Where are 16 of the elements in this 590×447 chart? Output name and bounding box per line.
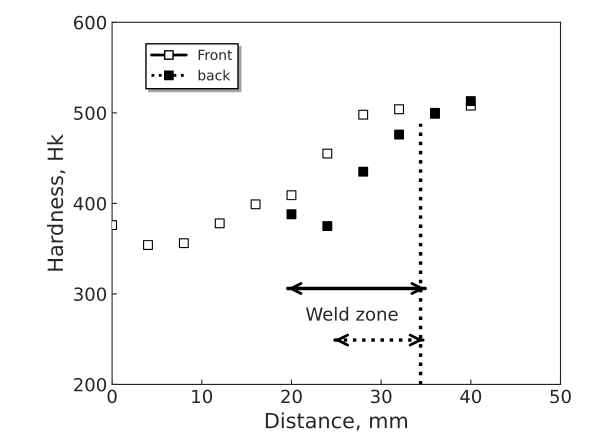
y-tick-label: 500 [74,106,106,120]
y-tick-label: 200 [74,378,106,392]
x-tick-label: 30 [371,390,392,404]
annotation: Weld zone [306,306,398,321]
y-tick-label: 300 [74,287,106,302]
y-axis-title: Hardness, Hk [47,134,66,271]
x-axis-title: Distance, mm [266,412,407,431]
y-tick-label: 600 [74,16,106,30]
y-tick-label: 400 [74,196,106,210]
x-tick-label: 40 [460,390,482,404]
legend-label: back [198,70,230,80]
x-tick-label: 0 [108,390,117,404]
x-tick-label: 20 [281,390,302,404]
legend-label: Front [198,50,232,60]
x-tick-label: 50 [550,390,571,404]
x-tick-label: 10 [192,390,212,404]
